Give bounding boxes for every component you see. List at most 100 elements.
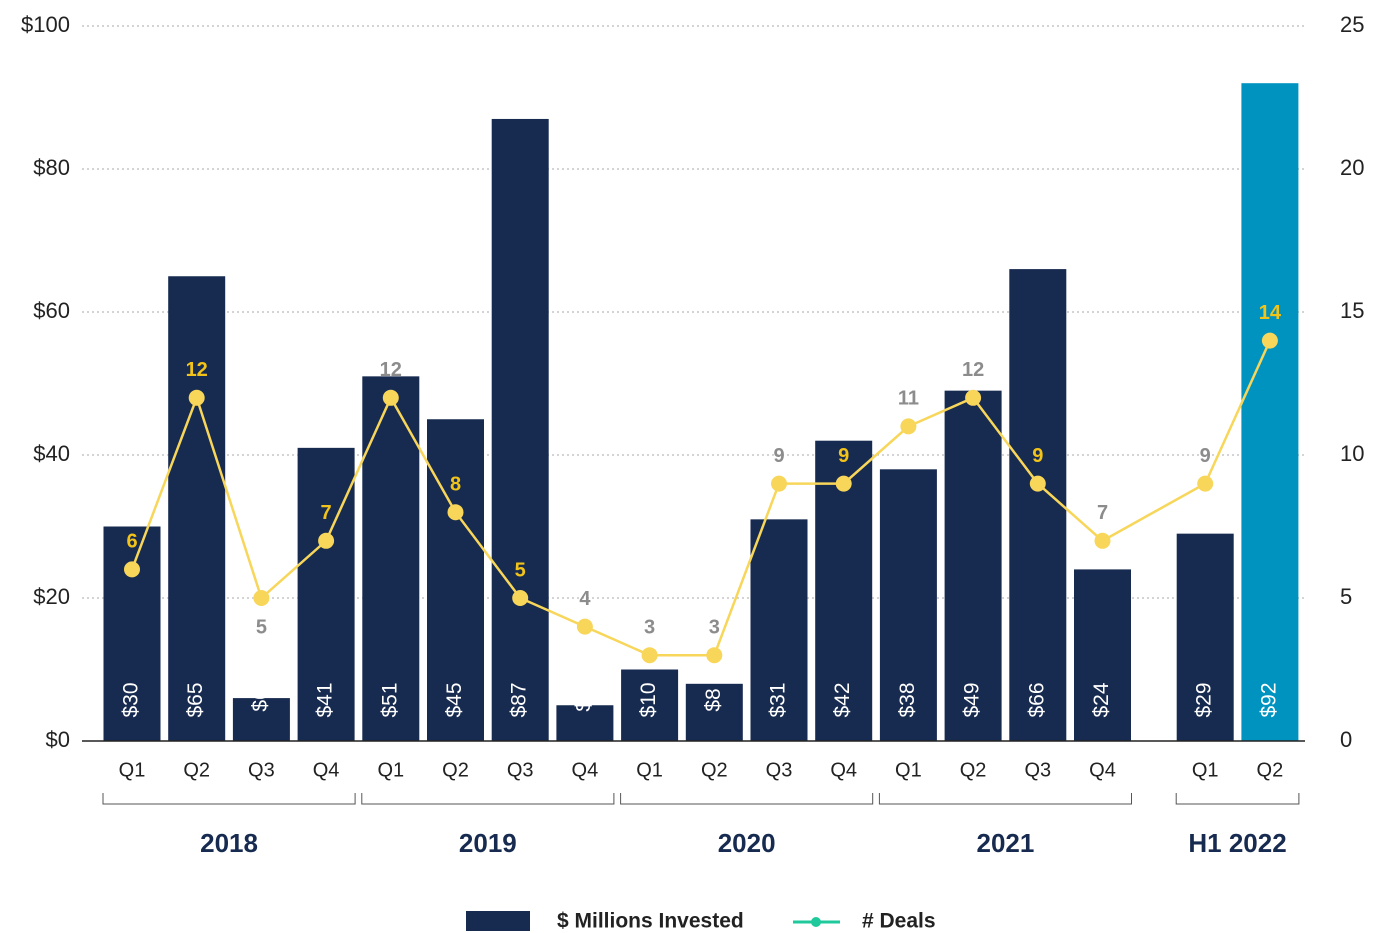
- y2-tick-label: 5: [1340, 584, 1352, 609]
- deals-label: 12: [962, 359, 984, 381]
- bar: [1074, 569, 1131, 741]
- bar: [879, 469, 937, 741]
- deals-point: [835, 475, 852, 492]
- deals-point: [900, 418, 917, 435]
- deals-point: [965, 389, 982, 406]
- bar-value-label: $66: [1025, 682, 1048, 717]
- y-tick-label: $20: [33, 584, 70, 609]
- group-label: 2019: [459, 828, 517, 858]
- bar-value-label: $87: [508, 682, 531, 717]
- deals-line: [130, 340, 1272, 657]
- x-tick-label: Q2: [960, 759, 987, 781]
- bar: [685, 683, 743, 741]
- bar-value-label: $31: [767, 682, 790, 717]
- deals-label: 14: [1259, 302, 1282, 324]
- bar: [491, 118, 549, 741]
- bar: [750, 519, 808, 741]
- bar: [621, 669, 679, 741]
- y2-tick-label: 10: [1340, 441, 1364, 466]
- deals-label: 4: [579, 588, 591, 610]
- deals-point: [641, 647, 658, 664]
- y2-tick-label: 15: [1340, 298, 1364, 323]
- x-tick-label: Q1: [119, 759, 146, 781]
- x-tick-label: Q1: [636, 759, 663, 781]
- deals-label: 5: [256, 616, 267, 638]
- bar: [232, 698, 290, 741]
- deals-point: [706, 647, 723, 664]
- bar-value-label: $49: [961, 682, 984, 717]
- bar-value-label: $51: [378, 682, 401, 717]
- group-bracket: [878, 793, 1132, 805]
- x-tick-label: Q3: [1024, 759, 1051, 781]
- deals-point: [576, 618, 593, 635]
- deals-label: 9: [1032, 445, 1043, 467]
- legend-dot: [811, 917, 821, 927]
- x-tick-label: Q1: [895, 759, 922, 781]
- x-tick-label: Q4: [830, 759, 857, 781]
- deals-point: [447, 504, 464, 521]
- bar-value-label: $42: [831, 682, 854, 717]
- deals-label: 7: [1097, 502, 1108, 524]
- deals-point: [188, 389, 205, 406]
- x-tick-label: Q1: [377, 759, 404, 781]
- deals-point: [1029, 475, 1046, 492]
- bar-value-label: $45: [443, 682, 466, 717]
- bar-value-label: $5: [572, 688, 595, 711]
- deals-point: [512, 590, 529, 606]
- legend-label: # Deals: [862, 910, 936, 933]
- bar: [1009, 269, 1067, 741]
- deals-point: [1094, 532, 1111, 549]
- y2-tick-label: 20: [1340, 155, 1364, 180]
- x-tick-label: Q2: [442, 759, 469, 781]
- group-bracket: [620, 793, 874, 805]
- x-tick-label: Q4: [1089, 759, 1116, 781]
- bar: [1176, 533, 1234, 741]
- bar: [1241, 83, 1299, 741]
- x-tick-label: Q1: [1192, 759, 1219, 781]
- y-tick-label: $40: [33, 441, 70, 466]
- legend-label: $ Millions Invested: [557, 910, 744, 933]
- bar-value-label: $6: [249, 688, 272, 711]
- deals-label: 5: [515, 559, 526, 581]
- x-tick-label: Q2: [183, 759, 210, 781]
- deals-point: [318, 532, 335, 549]
- bar: [168, 276, 226, 741]
- bar-value-label: $30: [120, 682, 143, 717]
- x-tick-label: Q3: [248, 759, 275, 781]
- deals-point: [124, 561, 140, 578]
- group-bracket: [361, 793, 615, 805]
- x-tick-label: Q2: [701, 759, 728, 781]
- legend-swatch: [466, 911, 530, 931]
- bar-value-label: $10: [637, 682, 660, 717]
- x-tick-label: Q4: [313, 759, 340, 781]
- y2-tick-label: 25: [1340, 12, 1364, 37]
- bar-value-label: $65: [184, 682, 207, 717]
- deals-label: 9: [773, 445, 784, 467]
- x-tick-label: Q4: [572, 759, 599, 781]
- deals-label: 3: [709, 616, 720, 638]
- group-label: 2020: [718, 828, 776, 858]
- deals-label: 11: [898, 388, 919, 410]
- deals-label: 9: [838, 445, 849, 467]
- deals-label: 12: [380, 359, 402, 381]
- group-bracket: [102, 793, 356, 805]
- bar: [556, 705, 614, 741]
- x-tick-label: Q3: [507, 759, 534, 781]
- deals-point: [253, 590, 270, 606]
- deals-label: 6: [126, 531, 137, 553]
- bar-value-label: $8: [702, 688, 725, 711]
- deals-label: 9: [1200, 445, 1211, 467]
- deals-point: [1197, 475, 1214, 492]
- deals-label: 3: [644, 616, 655, 638]
- group-label: 2021: [977, 828, 1035, 858]
- deals-point: [1261, 332, 1278, 349]
- bar-value-label: $41: [314, 682, 337, 717]
- y-tick-label: $60: [33, 298, 70, 323]
- y-tick-label: $100: [21, 12, 70, 37]
- bar-value-label: $92: [1257, 682, 1280, 717]
- bar: [944, 390, 1002, 741]
- group-label: H1 2022: [1188, 828, 1286, 858]
- deals-label: 8: [450, 473, 461, 495]
- y-tick-label: $0: [46, 727, 70, 752]
